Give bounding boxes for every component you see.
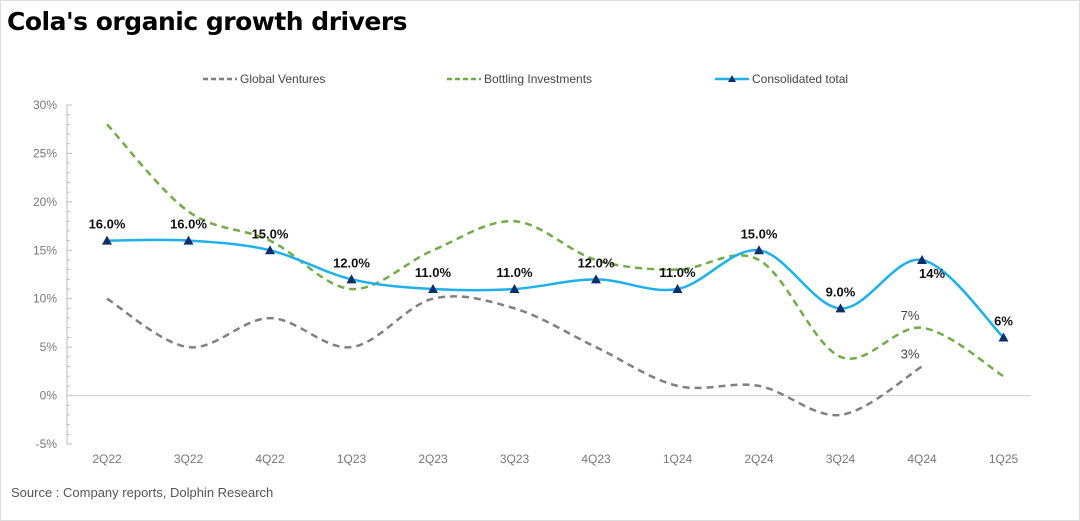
data-point-marker	[672, 284, 683, 294]
x-tick-label: 1Q25	[989, 452, 1019, 466]
data-label: 16.0%	[170, 217, 207, 232]
x-tick-label: 4Q22	[255, 452, 285, 466]
x-tick-label: 2Q23	[418, 452, 448, 466]
chart-title: Cola's organic growth drivers	[7, 7, 408, 36]
x-tick-label: 3Q24	[826, 452, 856, 466]
data-point-marker	[835, 303, 846, 313]
y-tick-label: -5%	[36, 437, 58, 451]
data-label: 16.0%	[89, 217, 126, 232]
data-point-marker	[265, 245, 275, 255]
source-note: Source : Company reports, Dolphin Resear…	[11, 485, 274, 500]
data-label: 9.0%	[826, 284, 856, 299]
data-label: 6%	[994, 313, 1013, 328]
data-point-marker	[428, 284, 438, 294]
series-line-global-ventures	[106, 295, 923, 417]
data-label: 7%	[901, 308, 920, 323]
y-tick-label: 25%	[33, 146, 57, 160]
data-point-marker	[346, 274, 357, 284]
data-label: 3%	[901, 347, 920, 362]
data-label: 11.0%	[659, 265, 696, 280]
data-label: 14%	[919, 266, 945, 281]
legend-label-global-ventures: Global Ventures	[240, 72, 325, 86]
y-tick-label: 10%	[33, 292, 57, 306]
x-tick-label: 2Q24	[744, 452, 774, 466]
data-label: 12.0%	[578, 255, 615, 270]
series-line-bottling-investments	[106, 123, 1005, 378]
data-label: 15.0%	[741, 226, 778, 241]
y-tick-label: 0%	[40, 389, 58, 403]
data-label: 15.0%	[252, 226, 289, 241]
legend-marker-icon	[728, 75, 736, 82]
x-tick-label: 1Q24	[663, 452, 693, 466]
data-label: 12.0%	[333, 255, 370, 270]
data-point-marker	[754, 245, 764, 255]
data-point-marker	[102, 235, 112, 245]
data-point-marker	[591, 274, 601, 284]
data-point-marker	[917, 254, 927, 264]
y-tick-label: 5%	[40, 340, 58, 354]
y-tick-label: 20%	[33, 195, 57, 209]
y-tick-label: 30%	[33, 98, 57, 112]
legend-label-consolidated-total: Consolidated total	[752, 72, 848, 86]
x-tick-label: 1Q23	[337, 452, 367, 466]
y-tick-label: 15%	[33, 243, 57, 257]
x-tick-label: 4Q24	[907, 452, 937, 466]
data-label: 11.0%	[496, 265, 533, 280]
x-tick-label: 3Q23	[500, 452, 530, 466]
data-label: 11.0%	[415, 265, 452, 280]
data-point-marker	[998, 332, 1009, 342]
data-point-marker	[509, 284, 520, 294]
series-line-consolidated-total	[106, 238, 1005, 339]
x-tick-label: 4Q23	[581, 452, 611, 466]
legend-label-bottling-investments: Bottling Investments	[484, 72, 592, 86]
data-point-marker	[183, 235, 194, 245]
x-tick-label: 2Q22	[92, 452, 122, 466]
x-tick-label: 3Q22	[174, 452, 204, 466]
